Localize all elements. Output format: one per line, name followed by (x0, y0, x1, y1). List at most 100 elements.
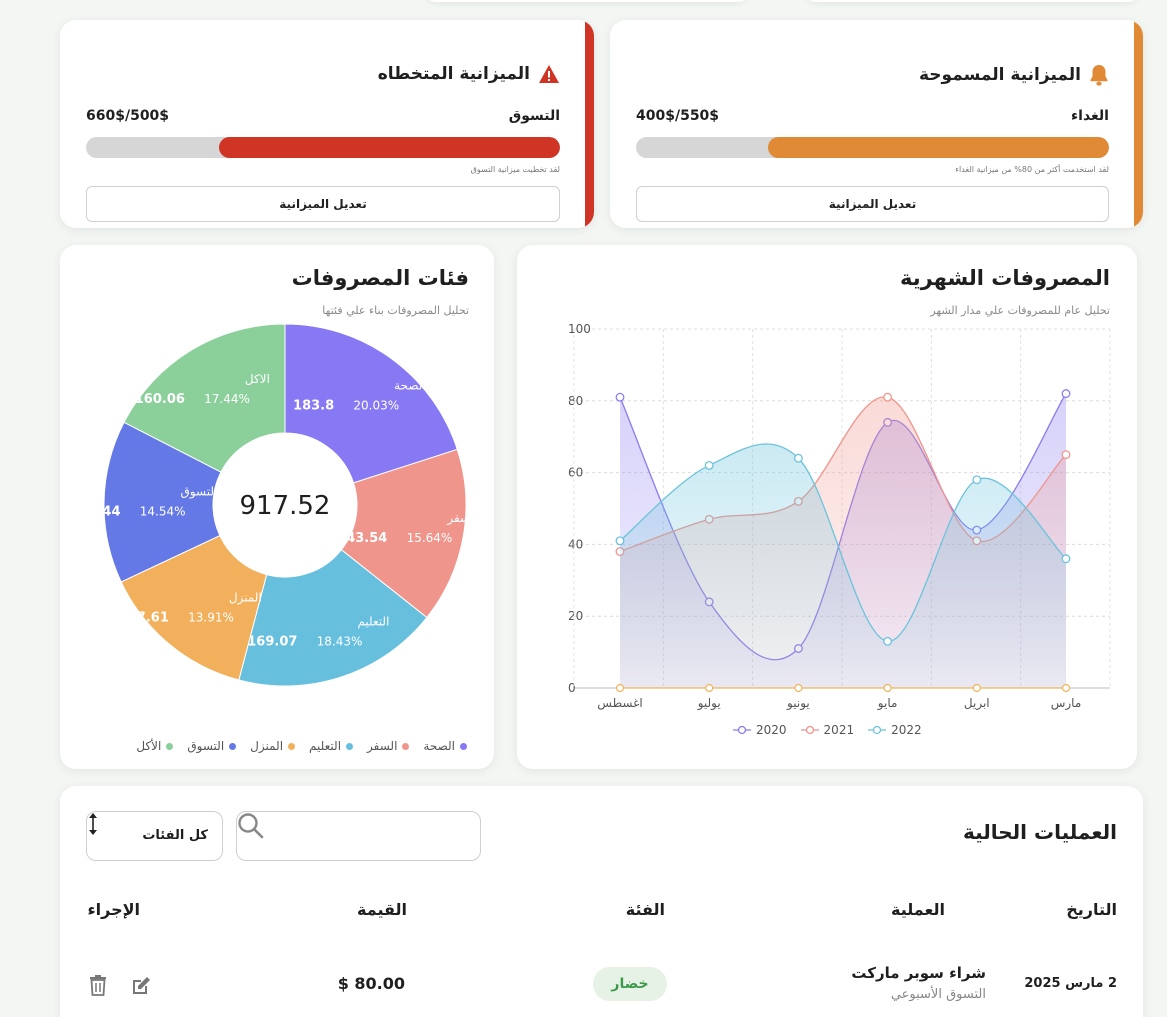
category-badge: خضار (593, 967, 667, 1001)
header-operation: العملية (890, 900, 945, 919)
legend-label: التسوق (187, 739, 225, 753)
data-point-2022 (704, 460, 714, 470)
series-area-2022 (620, 443, 1066, 688)
legend-label: الأكل (136, 739, 162, 753)
legend-item-التعليم[interactable]: التعليم (309, 739, 354, 753)
slice-percent-label: 18.43% (317, 635, 363, 649)
legend-dot (346, 742, 354, 750)
slice-name-label: التعليم (357, 615, 389, 629)
header-date: التاريخ (1066, 900, 1117, 919)
y-tick-label: 60 (568, 466, 583, 480)
legend-label: المنزل (250, 739, 284, 753)
data-point-2022 (972, 475, 982, 485)
budget-progress-bar (636, 137, 1109, 158)
legend-label: 2021 (823, 723, 855, 737)
legend-item-المنزل[interactable]: المنزل (250, 739, 296, 753)
budget-amount: 400$/550$ (636, 108, 720, 124)
accent-bar (585, 20, 594, 228)
legend-item-التسوق[interactable]: التسوق (187, 739, 237, 753)
slice-name-label: المنزل (229, 590, 262, 605)
slice-percent-label: 17.44% (204, 392, 250, 406)
baseline-point (1061, 683, 1071, 693)
slice-المنزل (120, 534, 268, 681)
baseline-point (883, 683, 892, 693)
monthly-chart-legend: 2020 2021 2022 (733, 723, 922, 737)
legend-label: 2020 (756, 723, 787, 737)
categories-chart-subtitle: تحليل المصروفات بناء علي فئتها (322, 304, 469, 317)
baseline-point (972, 683, 981, 693)
data-point-2021 (883, 392, 893, 402)
header-value: القيمة (357, 900, 407, 919)
legend-item-الأكل[interactable]: الأكل (136, 739, 174, 753)
budget-title: الميزانية المتخطاه (378, 64, 560, 84)
budget-title: الميزانية المسموحة (919, 64, 1109, 86)
legend-item-2020[interactable]: 2020 (733, 723, 787, 737)
exceeded-budget-card: الميزانية المتخطاه التسوق 660$/500$ لقد … (60, 20, 594, 228)
trash-icon[interactable] (88, 974, 108, 1000)
y-tick-label: 40 (568, 537, 583, 551)
x-tick-label: مايو (877, 696, 898, 711)
legend-marker (868, 725, 887, 735)
previous-card-edge (807, 0, 1137, 2)
slice-value-label: 127.61 (119, 610, 169, 625)
search-box (236, 811, 481, 861)
legend-item-2022[interactable]: 2022 (868, 723, 922, 737)
edit-budget-button[interactable]: تعديل الميزانية (86, 186, 560, 222)
legend-item-السفر[interactable]: السفر (367, 739, 410, 753)
legend-label: التعليم (309, 739, 342, 753)
header-action: الإجراء (87, 900, 140, 919)
category-filter-select[interactable]: كل الفئات (86, 811, 223, 861)
legend-marker (733, 725, 751, 735)
legend-item-2021[interactable]: 2021 (800, 723, 855, 737)
baseline-point (705, 683, 714, 693)
data-point-2020 (1061, 389, 1071, 399)
y-tick-label: 80 (568, 394, 583, 408)
data-point-2021 (1061, 450, 1071, 460)
data-point-2022 (883, 636, 893, 646)
legend-dot (288, 742, 296, 750)
legend-label: 2022 (891, 723, 922, 737)
slice-name-label: الصحة (394, 378, 426, 392)
budget-note: لقد استخدمت أكثر من 80% من ميزانية الغدا… (955, 165, 1109, 174)
x-tick-label: مارس (1051, 696, 1082, 711)
budget-amount: 660$/500$ (86, 108, 170, 124)
slice-value-label: 183.8 (293, 398, 334, 413)
categories-chart-legend: الصحة السفر التعليم المنزل التسوق الأكل (136, 739, 467, 753)
legend-dot (402, 742, 410, 750)
legend-item-الصحة[interactable]: الصحة (423, 739, 467, 753)
data-point-2020 (615, 392, 625, 402)
slice-percent-label: 20.03% (353, 398, 399, 412)
budget-title-text: الميزانية المسموحة (918, 65, 1081, 85)
legend-label: الصحة (423, 739, 455, 753)
slice-percent-label: 13.91% (188, 610, 234, 624)
budget-progress-bar (86, 137, 560, 158)
budget-category: التسوق (508, 108, 560, 124)
warning-icon (538, 64, 560, 84)
previous-card-edge (427, 0, 747, 2)
edit-budget-button[interactable]: تعديل الميزانية (636, 186, 1109, 222)
donut-hole (213, 433, 357, 577)
bell-icon (1089, 64, 1109, 86)
y-tick-label: 100 (568, 322, 591, 336)
category-filter-label: كل الفئات (142, 828, 208, 843)
slice-name-label: التسوق (181, 485, 218, 500)
search-input[interactable] (287, 822, 470, 850)
budget-category: الغداء (1070, 108, 1109, 124)
baseline-point (794, 683, 803, 693)
slice-percent-label: 15.64% (407, 531, 453, 545)
data-point-2022 (1061, 554, 1071, 564)
edit-icon[interactable] (130, 975, 152, 1001)
budget-title-text: الميزانية المتخطاه (377, 64, 530, 84)
row-operation-name: شراء سوبر ماركت (851, 964, 986, 982)
operations-title: العمليات الحالية (962, 820, 1117, 844)
slice-name-label: السفر (446, 511, 477, 526)
budget-progress-fill (218, 137, 560, 158)
legend-dot (229, 742, 237, 750)
row-date: 2 مارس 2025 (1024, 976, 1117, 991)
y-tick-label: 0 (568, 681, 576, 695)
row-value: 80.00 $ (337, 974, 405, 993)
header-category: الفئة (625, 900, 665, 919)
monthly-chart-subtitle: تحليل عام للمصروفات علي مدار الشهر (930, 304, 1110, 317)
budget-progress-fill (768, 137, 1109, 158)
donut-center-total: 917.52 (240, 491, 331, 521)
